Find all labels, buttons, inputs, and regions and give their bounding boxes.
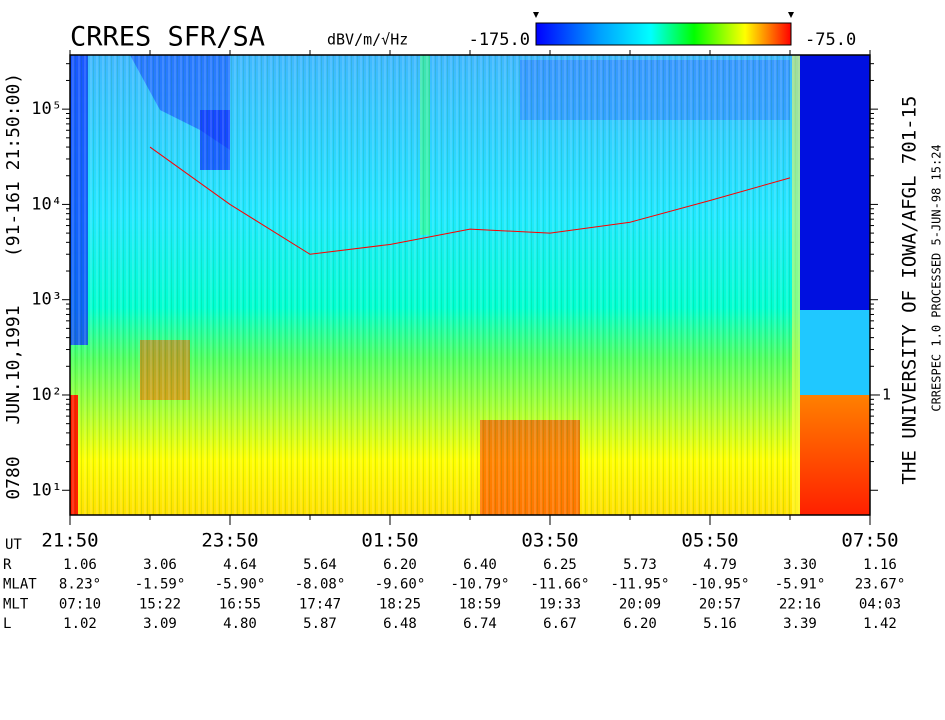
- x-tick-label: 21:50: [41, 530, 98, 552]
- colorbar-tick-label: -75.0: [805, 30, 856, 50]
- colorbar: [535, 22, 792, 46]
- ephemeris-value: 07:10: [59, 596, 101, 612]
- ephemeris-value: 6.20: [623, 616, 657, 632]
- x-tick-label: 07:50: [841, 530, 898, 552]
- ephemeris-value: 15:22: [139, 596, 181, 612]
- y-tick-label: 10²: [31, 385, 62, 405]
- colorbar-tick-label: -175.0: [469, 30, 530, 50]
- ephemeris-value: 5.87: [303, 616, 337, 632]
- spectrogram: [70, 55, 870, 515]
- ephemeris-value: 16:55: [219, 596, 261, 612]
- ephemeris-label: L: [3, 616, 11, 632]
- ephemeris-value: 4.64: [223, 557, 257, 573]
- ephemeris-value: 20:57: [699, 596, 741, 612]
- ephemeris-value: 4.79: [703, 557, 737, 573]
- ephemeris-value: 4.80: [223, 616, 257, 632]
- ephemeris-value: 18:59: [459, 596, 501, 612]
- colorbar-label: dBV/m/√Hz: [327, 31, 408, 49]
- colorbar-tick: [533, 12, 539, 18]
- ephemeris-value: 19:33: [539, 596, 581, 612]
- ephemeris-value: 3.09: [143, 616, 177, 632]
- x-tick-label: 23:50: [201, 530, 258, 552]
- ephemeris-value: -9.60°: [375, 577, 426, 593]
- y-tick-label: 10³: [31, 290, 62, 310]
- ephemeris-value: 6.67: [543, 616, 577, 632]
- y-tick-label: 10⁵: [31, 99, 62, 119]
- ephemeris-value: 5.64: [303, 557, 337, 573]
- chart-title: CRRES SFR/SA: [70, 22, 265, 53]
- ephemeris-value: -11.66°: [530, 577, 589, 593]
- trace-line: [149, 146, 791, 255]
- ephemeris-value: 6.74: [463, 616, 497, 632]
- side-label: THE UNIVERSITY OF IOWA/AFGL 701-15: [899, 96, 921, 485]
- ephemeris-value: 3.30: [783, 557, 817, 573]
- x-axis-label: UT: [5, 537, 22, 553]
- side-label: CRRESPEC 1.0 PROCESSED 5-JUN-98 15:24: [930, 144, 944, 411]
- ephemeris-value: -5.91°: [775, 577, 826, 593]
- ephemeris-value: 04:03: [859, 596, 901, 612]
- y2-tick-label: 1: [882, 385, 891, 403]
- ephemeris-value: 18:25: [379, 596, 421, 612]
- ephemeris-label: MLT: [3, 596, 29, 612]
- ephemeris-value: 6.20: [383, 557, 417, 573]
- ephemeris-label: MLAT: [3, 577, 37, 593]
- ephemeris-value: -10.79°: [450, 577, 509, 593]
- ephemeris-value: 17:47: [299, 596, 341, 612]
- ephemeris-value: -11.95°: [610, 577, 669, 593]
- ephemeris-value: -5.90°: [215, 577, 266, 593]
- ephemeris-value: 5.16: [703, 616, 737, 632]
- x-tick-label: 03:50: [521, 530, 578, 552]
- ephemeris-label: R: [3, 557, 12, 573]
- ephemeris-value: 1.02: [63, 616, 97, 632]
- x-tick-label: 01:50: [361, 530, 418, 552]
- ephemeris-value: 1.42: [863, 616, 897, 632]
- y-tick-label: 10¹: [31, 480, 62, 500]
- ephemeris-value: -8.08°: [295, 577, 346, 593]
- ephemeris-value: 1.06: [63, 557, 97, 573]
- ephemeris-value: 1.16: [863, 557, 897, 573]
- ephemeris-value: 6.25: [543, 557, 577, 573]
- ephemeris-value: 5.73: [623, 557, 657, 573]
- ephemeris-value: 20:09: [619, 596, 661, 612]
- side-label: JUN.10,1991: [3, 305, 24, 424]
- colorbar-tick: [788, 12, 794, 18]
- ephemeris-value: 6.40: [463, 557, 497, 573]
- ephemeris-value: -1.59°: [135, 577, 186, 593]
- ephemeris-value: 6.48: [383, 616, 417, 632]
- y-tick-label: 10⁴: [31, 194, 62, 214]
- ephemeris-value: 3.39: [783, 616, 817, 632]
- ephemeris-value: 22:16: [779, 596, 821, 612]
- side-label: 0780: [3, 456, 24, 499]
- ephemeris-value: 3.06: [143, 557, 177, 573]
- x-tick-label: 05:50: [681, 530, 738, 552]
- ephemeris-value: -10.95°: [690, 577, 749, 593]
- ephemeris-value: 8.23°: [59, 577, 101, 593]
- side-label: (91-161 21:50:00): [3, 73, 24, 257]
- ephemeris-value: 23.67°: [855, 577, 906, 593]
